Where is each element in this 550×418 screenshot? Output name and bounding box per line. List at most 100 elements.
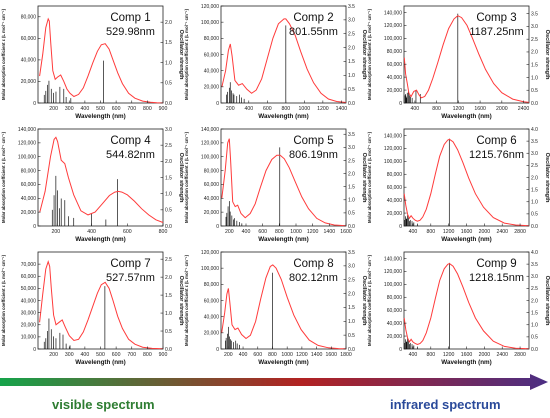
x-tick-label: 1000 bbox=[281, 352, 293, 358]
y-axis-label: Molar absorption coefficient ε (L mol⁻¹ … bbox=[1, 131, 6, 223]
y2-tick-label: 0.0 bbox=[531, 101, 538, 107]
y2-tick-label: 1.0 bbox=[348, 198, 355, 204]
y2-tick-label: 1.5 bbox=[348, 184, 355, 190]
y2-tick-label: 3.0 bbox=[348, 264, 355, 270]
y-tick-label: 20,000 bbox=[204, 85, 220, 91]
y2-tick-label: 3.0 bbox=[531, 274, 538, 280]
y2-tick-label: 1.5 bbox=[348, 305, 355, 311]
x-tick-label: 400 bbox=[81, 352, 90, 358]
y-tick-label: 0 bbox=[399, 347, 402, 353]
y2-tick-label: 1.5 bbox=[165, 40, 172, 46]
y2-tick-label: 0.5 bbox=[165, 81, 172, 87]
x-tick-label: 400 bbox=[242, 229, 251, 235]
absorption-curve bbox=[39, 260, 164, 350]
y-tick-label: 20,000 bbox=[387, 211, 403, 217]
compound-title: Comp 1 bbox=[110, 12, 150, 24]
compound-title: Comp 7 bbox=[110, 258, 150, 270]
spectrum-arrow bbox=[0, 374, 548, 390]
y2-tick-label: 2.0 bbox=[531, 175, 538, 181]
y-tick-label: 0 bbox=[216, 224, 219, 230]
y-axis-label: Molar absorption coefficient ε (L mol⁻¹ … bbox=[184, 8, 189, 100]
y-tick-label: 50,000 bbox=[21, 286, 37, 292]
x-axis-label: Wavelength (nm) bbox=[75, 113, 126, 120]
y2-tick-label: 0.5 bbox=[165, 208, 172, 214]
y2-axis-label: Oscillator strength bbox=[361, 276, 367, 326]
y2-tick-label: 3.5 bbox=[531, 139, 538, 145]
absorption-curve bbox=[221, 18, 347, 103]
y-tick-label: 10,000 bbox=[21, 335, 37, 341]
y2-tick-label: 2.5 bbox=[348, 32, 355, 38]
y2-tick-label: 3.5 bbox=[531, 262, 538, 268]
y-tick-label: 20,000 bbox=[21, 323, 37, 329]
compound-title: Comp 3 bbox=[476, 12, 516, 24]
x-tick-label: 800 bbox=[426, 352, 435, 358]
y2-axis-label: Oscillator strength bbox=[361, 30, 367, 80]
y-tick-label: 100,000 bbox=[201, 20, 219, 26]
y2-tick-label: 2.5 bbox=[531, 286, 538, 292]
x-tick-label: 600 bbox=[253, 352, 262, 358]
peak-label: 1187.25nm bbox=[469, 26, 523, 38]
y-tick-label: 40,000 bbox=[21, 298, 37, 304]
y2-tick-label: 2.5 bbox=[165, 257, 172, 263]
y-tick-label: 70,000 bbox=[21, 262, 37, 268]
y-tick-label: 80,000 bbox=[21, 15, 37, 21]
y-tick-label: 60,000 bbox=[21, 182, 37, 188]
peak-label: 529.98nm bbox=[106, 26, 155, 38]
y-tick-label: 100,000 bbox=[201, 266, 219, 272]
y2-tick-label: 0.5 bbox=[165, 329, 172, 335]
y-tick-label: 140,000 bbox=[201, 127, 219, 133]
y2-tick-label: 1.0 bbox=[531, 75, 538, 81]
compound-title: Comp 9 bbox=[476, 258, 516, 270]
y2-tick-label: 1.5 bbox=[531, 63, 538, 69]
x-tick-label: 1400 bbox=[311, 352, 323, 358]
y2-tick-label: 0.0 bbox=[165, 101, 172, 107]
y-axis-label: Molar absorption coefficient ε (L mol⁻¹ … bbox=[367, 254, 372, 346]
y2-axis-label: Oscillator strength bbox=[178, 153, 184, 203]
x-tick-label: 1200 bbox=[453, 106, 465, 112]
y2-tick-label: 4.0 bbox=[531, 127, 538, 133]
x-tick-label: 400 bbox=[81, 106, 90, 112]
y2-tick-label: 2.0 bbox=[531, 298, 538, 304]
x-tick-label: 200 bbox=[49, 352, 58, 358]
y2-tick-label: 1.0 bbox=[348, 319, 355, 325]
y2-tick-label: 1.0 bbox=[165, 60, 172, 66]
y-tick-label: 120,000 bbox=[201, 141, 219, 147]
absorption-curve bbox=[39, 17, 164, 104]
plot-frame bbox=[220, 128, 347, 227]
y-tick-label: 40,000 bbox=[204, 68, 220, 74]
x-tick-label: 800 bbox=[143, 352, 152, 358]
y2-tick-label: 1.0 bbox=[165, 311, 172, 317]
y-tick-label: 100,000 bbox=[201, 155, 219, 161]
y2-tick-label: 2.0 bbox=[165, 159, 172, 165]
x-tick-label: 1600 bbox=[461, 229, 473, 235]
y2-tick-label: 0.0 bbox=[165, 224, 172, 230]
x-tick-label: 1000 bbox=[299, 106, 311, 112]
y-tick-label: 100,000 bbox=[384, 282, 402, 288]
y-tick-label: 80,000 bbox=[204, 168, 220, 174]
absorption-curve bbox=[221, 264, 347, 350]
y-tick-label: 60,000 bbox=[204, 298, 220, 304]
x-tick-label: 700 bbox=[127, 106, 136, 112]
y-tick-label: 80,000 bbox=[21, 168, 37, 174]
x-tick-label: 600 bbox=[123, 229, 132, 235]
y2-tick-label: 2.0 bbox=[531, 50, 538, 56]
x-tick-label: 2400 bbox=[496, 229, 508, 235]
x-tick-label: 400 bbox=[244, 106, 253, 112]
y2-tick-label: 2.0 bbox=[165, 275, 172, 281]
x-tick-label: 200 bbox=[224, 352, 233, 358]
x-tick-label: 700 bbox=[127, 352, 136, 358]
spectrum-band bbox=[0, 374, 548, 390]
x-tick-label: 1400 bbox=[324, 229, 336, 235]
compound-title: Comp 6 bbox=[476, 135, 516, 147]
compound-title: Comp 2 bbox=[293, 12, 333, 24]
y-tick-label: 140,000 bbox=[384, 10, 402, 16]
y2-tick-label: 1.5 bbox=[531, 187, 538, 193]
x-tick-label: 800 bbox=[268, 352, 277, 358]
peak-label: 544.82nm bbox=[106, 149, 155, 161]
y-tick-label: 60,000 bbox=[21, 274, 37, 280]
y2-tick-label: 3.0 bbox=[531, 24, 538, 30]
y-tick-label: 140,000 bbox=[18, 127, 36, 133]
y2-tick-label: 1.5 bbox=[348, 59, 355, 65]
y2-tick-label: 1.0 bbox=[531, 323, 538, 329]
y-axis-label: Molar absorption coefficient ε (L mol⁻¹ … bbox=[184, 131, 189, 223]
